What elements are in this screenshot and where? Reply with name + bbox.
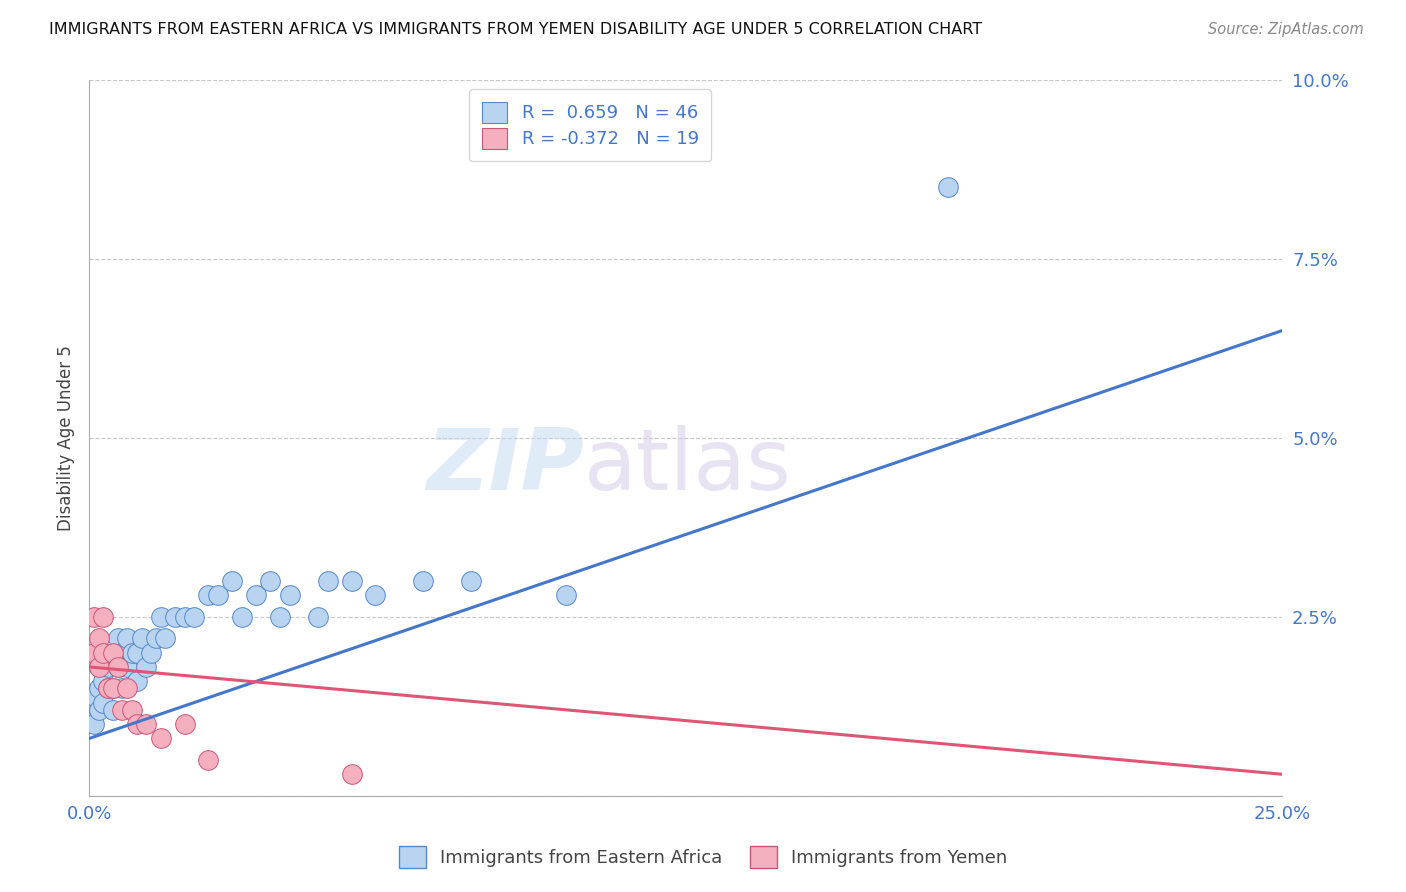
- Point: [340, 574, 363, 588]
- Text: Source: ZipAtlas.com: Source: ZipAtlas.com: [1208, 22, 1364, 37]
- Legend: Immigrants from Eastern Africa, Immigrants from Yemen: Immigrants from Eastern Africa, Immigran…: [388, 835, 1018, 879]
- Point: [107, 660, 129, 674]
- Point: [412, 574, 434, 588]
- Point: [340, 767, 363, 781]
- Point: [197, 753, 219, 767]
- Point: [139, 646, 162, 660]
- Point: [107, 660, 129, 674]
- Point: [121, 703, 143, 717]
- Point: [83, 646, 105, 660]
- Point: [163, 609, 186, 624]
- Point: [231, 609, 253, 624]
- Point: [125, 674, 148, 689]
- Point: [101, 681, 124, 696]
- Text: ZIP: ZIP: [426, 425, 585, 508]
- Point: [117, 632, 139, 646]
- Point: [131, 632, 153, 646]
- Point: [183, 609, 205, 624]
- Point: [197, 588, 219, 602]
- Point: [93, 609, 115, 624]
- Y-axis label: Disability Age Under 5: Disability Age Under 5: [58, 345, 75, 531]
- Point: [173, 717, 195, 731]
- Point: [125, 717, 148, 731]
- Point: [555, 588, 578, 602]
- Point: [87, 681, 110, 696]
- Point: [936, 180, 959, 194]
- Point: [83, 609, 105, 624]
- Point: [149, 609, 172, 624]
- Point: [145, 632, 167, 646]
- Point: [149, 731, 172, 746]
- Point: [87, 703, 110, 717]
- Point: [107, 632, 129, 646]
- Point: [117, 660, 139, 674]
- Point: [135, 717, 157, 731]
- Point: [259, 574, 281, 588]
- Point: [87, 660, 110, 674]
- Point: [93, 674, 115, 689]
- Point: [93, 646, 115, 660]
- Point: [135, 660, 157, 674]
- Point: [269, 609, 291, 624]
- Point: [97, 660, 120, 674]
- Point: [111, 681, 134, 696]
- Text: atlas: atlas: [585, 425, 792, 508]
- Point: [111, 646, 134, 660]
- Point: [460, 574, 482, 588]
- Point: [221, 574, 243, 588]
- Point: [207, 588, 229, 602]
- Point: [111, 703, 134, 717]
- Point: [316, 574, 339, 588]
- Point: [83, 717, 105, 731]
- Point: [97, 681, 120, 696]
- Point: [101, 681, 124, 696]
- Point: [364, 588, 387, 602]
- Point: [307, 609, 329, 624]
- Point: [278, 588, 301, 602]
- Point: [101, 703, 124, 717]
- Point: [101, 646, 124, 660]
- Point: [121, 646, 143, 660]
- Point: [173, 609, 195, 624]
- Point: [117, 681, 139, 696]
- Point: [155, 632, 177, 646]
- Point: [245, 588, 267, 602]
- Point: [125, 646, 148, 660]
- Point: [97, 681, 120, 696]
- Point: [87, 660, 110, 674]
- Point: [83, 689, 105, 703]
- Point: [93, 646, 115, 660]
- Point: [93, 696, 115, 710]
- Point: [87, 632, 110, 646]
- Legend: R =  0.659   N = 46, R = -0.372   N = 19: R = 0.659 N = 46, R = -0.372 N = 19: [470, 89, 711, 161]
- Text: IMMIGRANTS FROM EASTERN AFRICA VS IMMIGRANTS FROM YEMEN DISABILITY AGE UNDER 5 C: IMMIGRANTS FROM EASTERN AFRICA VS IMMIGR…: [49, 22, 983, 37]
